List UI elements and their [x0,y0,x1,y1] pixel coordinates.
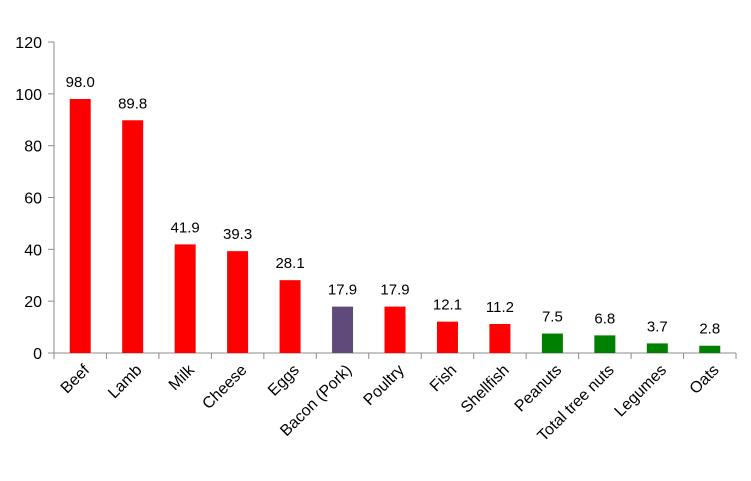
bar [489,323,511,353]
x-tick-label: Oats [687,362,723,398]
data-label: 89.8 [118,95,147,112]
data-label: 39.3 [223,226,252,243]
data-label: 98.0 [66,74,95,91]
bar [541,333,563,353]
x-tick-label: Milk [166,361,199,394]
bar [69,99,91,354]
bar [174,244,196,353]
y-tick-label: 40 [24,242,42,259]
bar [594,335,616,353]
x-tick-label: Fish [427,362,460,395]
data-label: 12.1 [433,297,462,314]
data-labels: 98.0 89.8 41.9 39.3 28.1 17.9 17.9 12.1 11.2 7.5 6… [66,74,721,338]
x-tick-label: Poultry [361,362,408,409]
data-label: 28.1 [275,255,304,272]
data-label: 17.9 [328,282,357,299]
bar [122,120,144,353]
data-label: 7.5 [542,309,563,326]
bar [332,306,354,353]
bar [646,343,668,353]
data-label: 3.7 [647,318,668,335]
x-tick-label: Peanuts [512,362,566,416]
data-label: 2.8 [699,321,720,338]
bars [69,99,721,354]
x-tick-label: Legumes [612,362,671,421]
y-axis: 0 20 40 60 80 100 120 [15,35,55,363]
y-tick-label: 120 [15,35,42,52]
bar [384,306,406,353]
y-tick-label: 0 [33,346,42,363]
data-label: 17.9 [380,282,409,299]
x-axis [53,352,737,359]
y-tick-label: 100 [15,87,42,104]
x-tick-label: Beef [58,361,94,397]
bar [699,345,721,353]
y-tick-label: 60 [24,191,42,208]
x-tick-label: Lamb [105,362,145,402]
data-label: 11.2 [486,299,514,316]
x-tick-label: Cheese [199,362,250,413]
bar [279,280,301,353]
data-label: 41.9 [171,219,200,236]
y-tick-label: 20 [24,294,42,311]
x-tick-label: Eggs [265,362,303,400]
y-tick-label: 80 [24,139,42,156]
x-tick-label: Shellfish [458,362,513,417]
bar [227,251,249,353]
bar [436,321,458,353]
data-label: 6.8 [594,310,615,327]
